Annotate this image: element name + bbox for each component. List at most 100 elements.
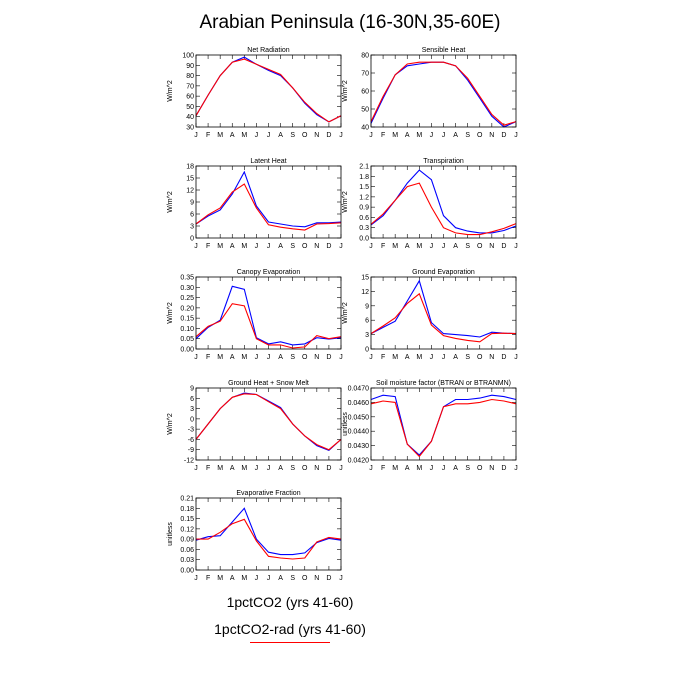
y-tick-label: 60 (361, 89, 369, 96)
y-tick-label: 6 (365, 318, 369, 325)
y-tick-label: 1.8 (359, 174, 369, 181)
y-tick-label: 0.09 (180, 537, 194, 544)
series-line-1 (195, 170, 342, 228)
x-tick-label: S (465, 465, 470, 472)
x-tick-label: J (255, 465, 259, 472)
x-tick-label: O (302, 575, 308, 582)
y-tick-label: 2.1 (359, 164, 369, 171)
panel-title: Latent Heat (250, 158, 286, 165)
x-tick-label: M (217, 575, 223, 582)
x-tick-label: D (326, 132, 331, 139)
x-tick-label: M (241, 465, 247, 472)
x-tick-label: J (442, 465, 446, 472)
x-tick-label: M (241, 243, 247, 250)
y-tick-label: 0 (190, 416, 194, 423)
x-tick-label: A (278, 354, 283, 361)
x-tick-label: O (477, 354, 483, 361)
panel-4: Transpiration W/m^2 0.0 0.3 0.6 0.9 1.2 1.5 1.8 2… (342, 158, 518, 250)
y-tick-label: 50 (361, 107, 369, 114)
y-tick-label: 0.35 (180, 275, 194, 282)
x-tick-label: M (217, 132, 223, 139)
plot-frame (195, 387, 342, 461)
y-tick-label: 0.0450 (348, 414, 370, 421)
x-tick-label: A (453, 243, 458, 250)
x-tick-label: A (278, 132, 283, 139)
x-tick-label: J (194, 243, 198, 250)
y-tick-label: 80 (361, 53, 369, 60)
y-tick-label: 0.18 (180, 506, 194, 513)
x-tick-label: A (230, 354, 235, 361)
y-tick-label: 0.15 (180, 316, 194, 323)
series-line-2 (195, 393, 342, 451)
y-tick-label: -6 (188, 437, 194, 444)
x-tick-label: D (326, 465, 331, 472)
y-tick-label: 15 (186, 176, 194, 183)
x-tick-label: S (465, 354, 470, 361)
x-tick-label: F (381, 354, 385, 361)
panel-title: Net Radiation (247, 47, 290, 54)
y-tick-label: 0.0470 (348, 386, 370, 393)
y-tick-label: 50 (186, 104, 194, 111)
y-tick-label: 0.0 (359, 236, 369, 243)
x-tick-label: M (392, 354, 398, 361)
x-tick-label: N (314, 465, 319, 472)
y-axis-label: W/m^2 (167, 80, 174, 102)
x-tick-label: O (477, 132, 483, 139)
x-tick-label: F (206, 575, 210, 582)
y-tick-label: 0.05 (180, 336, 194, 343)
y-tick-label: 90 (186, 63, 194, 70)
panel-7: Ground Heat + Snow Melt W/m^2 -12 -9 -6 -3 0 3 6… (167, 380, 343, 472)
y-axis-label: W/m^2 (167, 191, 174, 213)
x-tick-label: N (314, 354, 319, 361)
x-tick-label: M (416, 354, 422, 361)
panel-title: Sensible Heat (422, 47, 466, 54)
y-tick-label: 30 (186, 125, 194, 132)
x-tick-label: F (206, 465, 210, 472)
x-tick-label: A (230, 243, 235, 250)
x-tick-label: D (326, 243, 331, 250)
y-tick-label: 40 (361, 125, 369, 132)
x-tick-label: M (416, 465, 422, 472)
plot-frame (195, 497, 342, 571)
y-axis-label: unitless (342, 412, 349, 436)
y-axis-label: W/m^2 (167, 413, 174, 435)
x-tick-label: J (369, 465, 373, 472)
y-tick-label: 15 (361, 275, 369, 282)
x-tick-label: O (302, 465, 308, 472)
x-tick-label: F (381, 132, 385, 139)
y-tick-label: 0.3 (359, 225, 369, 232)
series-line-2 (196, 518, 342, 560)
x-tick-label: F (206, 354, 210, 361)
series-line-1 (370, 394, 517, 456)
x-tick-label: J (339, 465, 343, 472)
x-tick-label: N (489, 465, 494, 472)
x-tick-label: A (453, 354, 458, 361)
x-tick-label: A (278, 465, 283, 472)
y-tick-label: 60 (186, 94, 194, 101)
x-tick-label: J (267, 132, 271, 139)
y-tick-label: 6 (190, 396, 194, 403)
x-tick-label: D (501, 132, 506, 139)
x-tick-label: M (392, 465, 398, 472)
x-tick-label: J (255, 132, 259, 139)
x-tick-label: M (241, 132, 247, 139)
x-tick-label: J (369, 243, 373, 250)
x-tick-label: J (267, 575, 271, 582)
panel-title: Ground Evaporation (412, 269, 475, 276)
plot-frame (370, 165, 517, 239)
y-tick-label: 70 (186, 83, 194, 90)
y-tick-label: 0.25 (180, 295, 194, 302)
plot-frame (195, 165, 342, 239)
y-axis-label: W/m^2 (342, 302, 349, 324)
y-tick-label: -9 (188, 447, 194, 454)
x-tick-label: J (267, 465, 271, 472)
x-tick-label: J (339, 575, 343, 582)
x-tick-label: D (326, 354, 331, 361)
x-tick-label: N (489, 132, 494, 139)
x-tick-label: J (194, 465, 198, 472)
x-tick-label: M (416, 132, 422, 139)
y-tick-label: 80 (186, 73, 194, 80)
y-tick-label: -3 (188, 427, 194, 434)
